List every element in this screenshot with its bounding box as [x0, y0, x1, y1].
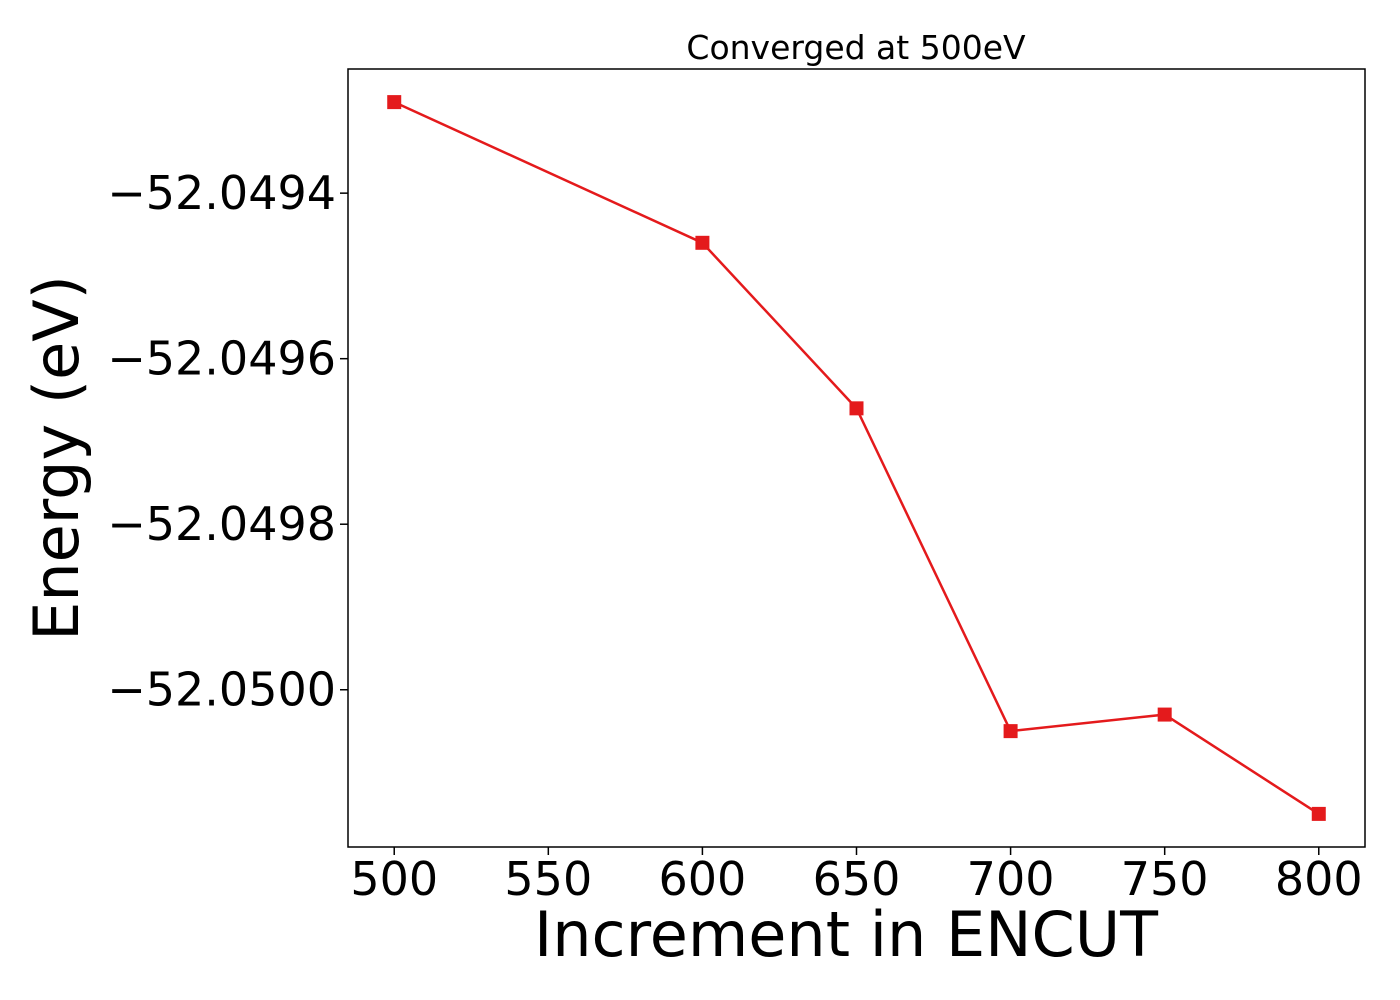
y-axis-label: Energy (eV)	[20, 275, 93, 641]
y-tick-label: −52.0494	[107, 166, 336, 220]
x-tick-label: 800	[1275, 852, 1363, 906]
plot-area: 500 550 600 650 700 750 800 −52.0494−52.0496−5…	[107, 68, 1366, 906]
x-tick-label: 500	[350, 852, 438, 906]
data-point	[1311, 806, 1326, 821]
y-axis: −52.0494 −52.0496 −52.0498 −52.0500	[107, 166, 348, 717]
data-point	[695, 235, 710, 250]
series-group	[387, 95, 1326, 821]
y-tick-label: −52.0496	[107, 332, 336, 386]
x-axis-label: Increment in ENCUT	[534, 898, 1159, 971]
series-line	[393, 100, 1320, 815]
chart-title: Converged at 500eV	[686, 28, 1026, 67]
data-point	[387, 95, 402, 110]
x-tick-label: 550	[504, 852, 592, 906]
x-tick-label: 600	[659, 852, 747, 906]
plot-frame	[347, 68, 1366, 848]
data-point	[1003, 724, 1018, 739]
y-tick-label: −52.0498	[107, 497, 336, 551]
x-axis: 500 550 600 650 700 750 800	[350, 847, 1363, 906]
x-tick-label: 750	[1121, 852, 1209, 906]
data-point	[849, 401, 864, 416]
x-tick-label: 650	[813, 852, 901, 906]
x-tick-label: 700	[967, 852, 1055, 906]
data-point	[1157, 707, 1172, 722]
y-tick-label: −52.0500	[107, 663, 336, 717]
